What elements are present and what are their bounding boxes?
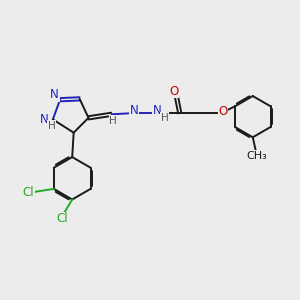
Text: H: H bbox=[109, 116, 117, 126]
Text: O: O bbox=[169, 85, 178, 98]
Text: Cl: Cl bbox=[56, 212, 68, 225]
Text: N: N bbox=[50, 88, 59, 101]
Text: H: H bbox=[47, 121, 55, 131]
Text: N: N bbox=[130, 104, 139, 117]
Text: H: H bbox=[160, 112, 168, 122]
Text: N: N bbox=[153, 104, 162, 117]
Text: O: O bbox=[218, 105, 227, 118]
Text: CH₃: CH₃ bbox=[246, 151, 267, 161]
Text: N: N bbox=[40, 113, 49, 126]
Text: Cl: Cl bbox=[22, 186, 34, 199]
